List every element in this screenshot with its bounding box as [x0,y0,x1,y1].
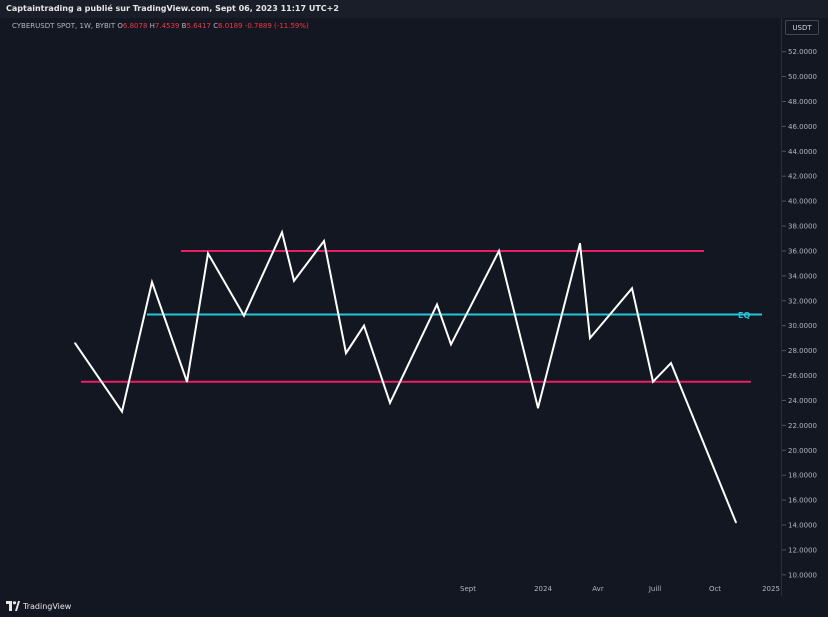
publication-info: Captaintrading a publié sur TradingView.… [6,4,339,13]
price-point [450,343,452,346]
tradingview-logo-icon [6,601,20,611]
low-label: B [181,22,187,30]
open-value: 6.8078 [122,22,148,30]
y-tick-label: 30.0000 [788,322,817,330]
price-point [243,314,245,317]
price-point [186,380,188,383]
y-tick-label: 34.0000 [788,272,817,280]
chart-panel[interactable] [6,18,781,596]
low-value: 5.6417 [186,22,211,30]
price-point [293,280,295,282]
y-tick-label: 46.0000 [788,123,817,131]
y-tick-label: 22.0000 [788,422,817,430]
close-label: C [213,22,219,30]
close-value: 6.0189 [218,22,243,30]
x-tick-label: Juill [648,585,661,593]
change-value: -0.7889 (-11.59%) [244,22,309,30]
y-tick-label: 10.0000 [788,571,817,579]
x-tick-label: 2025 [762,585,780,593]
currency-selector[interactable]: USDT [785,20,819,35]
price-point [207,252,209,255]
price-axis[interactable] [781,18,828,596]
price-point [537,407,539,409]
price-point [389,402,391,404]
y-tick-label: 12.0000 [788,546,817,554]
price-point [151,281,153,283]
equilibrium-label: EQ [738,311,750,320]
x-tick-label: Oct [709,585,721,593]
y-tick-label: 20.0000 [788,447,817,455]
price-point [670,362,672,364]
price-point [74,342,76,344]
y-tick-label: 44.0000 [788,148,817,156]
open-label: O [117,22,123,30]
price-point [345,352,347,354]
y-tick-label: 52.0000 [788,48,817,56]
footer-bar [0,596,828,617]
high-value: 7.4539 [154,22,180,30]
header-bar: Captaintrading a publié sur TradingView.… [0,0,828,18]
y-tick-label: 24.0000 [788,397,817,405]
x-tick-label: Sept [460,585,476,593]
tradingview-brand[interactable]: TradingView [6,601,71,611]
y-tick-label: 18.0000 [788,472,817,480]
symbol-name: CYBERUSDT SPOT, 1W, BYBIT [12,22,116,30]
price-point [735,521,737,524]
price-point [652,380,654,383]
y-tick-label: 14.0000 [788,521,817,529]
y-tick-label: 26.0000 [788,372,817,380]
y-tick-label: 28.0000 [788,347,817,355]
y-tick-label: 42.0000 [788,173,817,181]
y-tick-label: 48.0000 [788,98,817,106]
price-point [631,287,633,290]
price-point [121,410,123,413]
y-tick-label: 32.0000 [788,297,817,305]
price-point [498,250,500,252]
price-point [589,337,591,339]
y-tick-label: 16.0000 [788,497,817,505]
price-point [363,324,365,327]
brand-name: TradingView [23,601,72,611]
x-tick-label: Avr [592,585,604,593]
y-tick-label: 50.0000 [788,73,817,81]
symbol-legend: CYBERUSDT SPOT, 1W, BYBIT O6.8078 H7.453… [12,22,309,30]
price-point [579,242,581,245]
price-point [436,303,438,306]
price-point [323,240,325,242]
high-label: H [149,22,155,30]
price-point [281,231,283,234]
y-tick-label: 40.0000 [788,198,817,206]
y-tick-label: 36.0000 [788,247,817,255]
price-series-line [74,229,737,523]
x-tick-label: 2024 [534,585,552,593]
y-tick-label: 38.0000 [788,223,817,231]
